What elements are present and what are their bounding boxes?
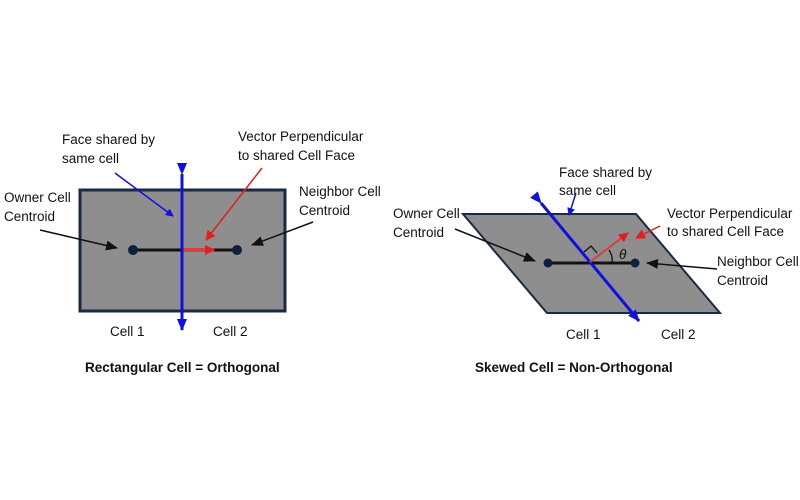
owner-centroid (128, 245, 138, 255)
vector-label-line1: Vector Perpendicular (667, 206, 793, 221)
neighbor-centroid (630, 258, 640, 268)
vector-label-line1: Vector Perpendicular (238, 129, 364, 144)
neighbor-label-line2: Centroid (717, 273, 768, 288)
right-title: Skewed Cell = Non-Orthogonal (475, 360, 673, 375)
neighbor-pointer-arrow (251, 221, 314, 246)
cell2-label: Cell 2 (661, 327, 696, 342)
perpendicular-vector-arrow (589, 232, 629, 263)
neighbor-label-line2: Centroid (299, 203, 350, 218)
orthogonal-panel: Face shared by same cell Vector Perpendi… (4, 129, 381, 375)
neighbor-pointer-arrow (646, 258, 718, 270)
right-angle-mark (583, 245, 598, 254)
face-label-line1: Face shared by (559, 165, 652, 180)
owner-pointer-arrow (454, 228, 536, 262)
owner-centroid (543, 258, 553, 268)
neighbor-centroid (232, 245, 242, 255)
owner-pointer-arrow (39, 229, 118, 251)
vector-label-line2: to shared Cell Face (667, 224, 784, 239)
face-label-line2: same cell (62, 151, 119, 166)
non-orthogonal-panel: θ Face shared by same cell Vector Perpen… (393, 165, 799, 375)
vector-pointer-arrow (205, 167, 263, 241)
face-label-line1: Face shared by (62, 132, 155, 147)
owner-label-line1: Owner Cell (4, 190, 71, 205)
owner-label-line2: Centroid (4, 209, 55, 224)
owner-label-line1: Owner Cell (393, 206, 460, 221)
cell2-label: Cell 2 (213, 324, 248, 339)
owner-label-line2: Centroid (393, 225, 444, 240)
vector-pointer-arrow (635, 225, 661, 239)
face-pointer-arrow (567, 192, 577, 216)
face-label-line2: same cell (559, 183, 616, 198)
left-title: Rectangular Cell = Orthogonal (85, 360, 280, 375)
theta-symbol: θ (619, 247, 627, 262)
neighbor-label-line1: Neighbor Cell (299, 184, 381, 199)
cell1-label: Cell 1 (110, 324, 145, 339)
angle-arc (608, 249, 613, 263)
cell1-label: Cell 1 (566, 327, 601, 342)
neighbor-label-line1: Neighbor Cell (717, 254, 799, 269)
face-pointer-arrow (114, 172, 174, 217)
vector-label-line2: to shared Cell Face (238, 148, 355, 163)
